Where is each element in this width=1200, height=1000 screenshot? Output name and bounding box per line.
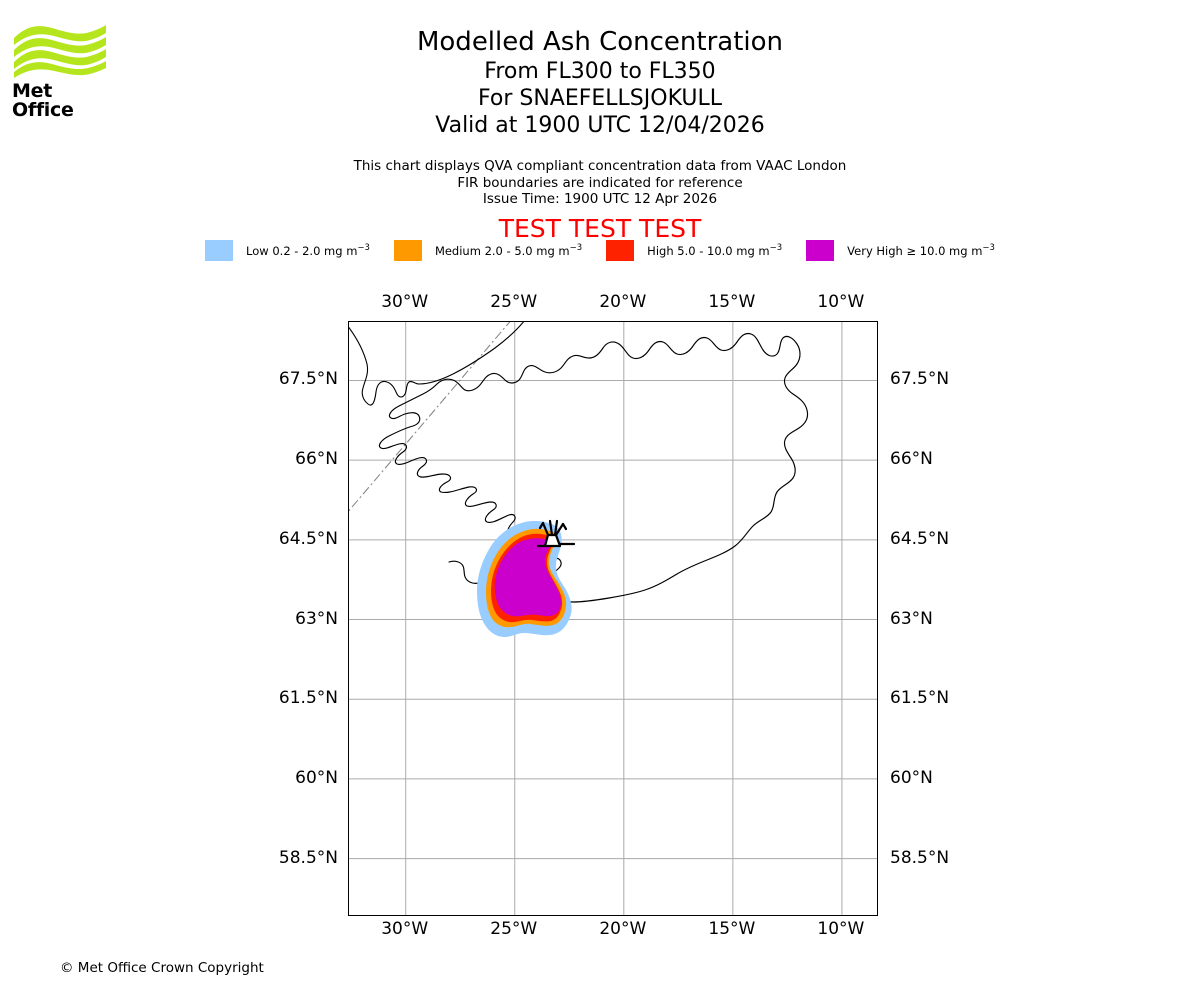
ash-plume-contours	[477, 521, 572, 637]
map-gridlines	[349, 322, 877, 915]
lon-tick-top-4: 10°W	[817, 292, 865, 312]
chart-subtitle-block: This chart displays QVA compliant concen…	[0, 158, 1200, 208]
volcano-marker-icon	[536, 519, 576, 548]
legend-label-high: High 5.0 - 10.0 mg m−3	[647, 243, 783, 258]
greenland-coastline	[349, 322, 525, 406]
iceland-coastline	[378, 332, 809, 607]
subtitle-issue-time: Issue Time: 1900 UTC 12 Apr 2026	[482, 191, 718, 207]
lat-tick-left-0: 67.5°N	[278, 369, 338, 390]
lon-tick-top-0: 30°W	[381, 292, 429, 312]
copyright-notice: © Met Office Crown Copyright	[60, 960, 264, 976]
map-plot-frame	[348, 321, 878, 916]
fir-line-northwest	[349, 322, 511, 512]
lat-tick-left-3: 63°N	[295, 608, 338, 629]
lat-tick-left-2: 64.5°N	[278, 528, 338, 549]
plume-contour-very-high	[494, 538, 561, 617]
lat-tick-left-1: 66°N	[295, 449, 338, 470]
title-volcano: For SNAEFELLSJOKULL	[477, 86, 723, 111]
concentration-legend: Low 0.2 - 2.0 mg m−3 Medium 2.0 - 5.0 mg…	[0, 240, 1200, 261]
legend-swatch-high	[606, 240, 635, 261]
lon-tick-top-1: 25°W	[490, 292, 538, 312]
lat-tick-right-4: 61.5°N	[890, 688, 950, 709]
lat-tick-left-5: 60°N	[295, 767, 338, 788]
legend-swatch-medium	[393, 240, 422, 261]
met-office-logo: Met Office	[12, 22, 112, 120]
fir-boundaries	[349, 322, 511, 512]
lat-tick-right-0: 67.5°N	[890, 369, 950, 390]
lat-tick-right-5: 60°N	[890, 767, 933, 788]
legend-item-medium: Medium 2.0 - 5.0 mg m−3	[393, 240, 583, 261]
chart-title-block: Modelled Ash Concentration From FL300 to…	[0, 26, 1200, 139]
lat-tick-right-6: 58.5°N	[890, 847, 950, 868]
subtitle-qva-note: This chart displays QVA compliant concen…	[353, 158, 847, 174]
map-canvas	[349, 322, 877, 915]
ash-concentration-map	[348, 321, 878, 916]
lat-tick-right-3: 63°N	[890, 608, 933, 629]
logo-waves-icon	[14, 25, 106, 78]
lon-tick-bottom-1: 25°W	[490, 919, 538, 939]
legend-item-low: Low 0.2 - 2.0 mg m−3	[205, 240, 370, 261]
lon-tick-top-2: 20°W	[599, 292, 647, 312]
legend-swatch-very-high	[806, 240, 835, 261]
legend-label-very-high: Very High ≥ 10.0 mg m−3	[847, 243, 995, 258]
legend-swatch-low	[205, 240, 234, 261]
lat-tick-left-6: 58.5°N	[278, 847, 338, 868]
lon-tick-bottom-4: 10°W	[817, 919, 865, 939]
legend-item-very-high: Very High ≥ 10.0 mg m−3	[806, 240, 995, 261]
legend-label-low: Low 0.2 - 2.0 mg m−3	[246, 243, 370, 258]
lon-tick-bottom-3: 15°W	[708, 919, 756, 939]
lat-tick-right-1: 66°N	[890, 449, 933, 470]
lon-tick-bottom-0: 30°W	[381, 919, 429, 939]
logo-wordmark: Met Office	[12, 80, 74, 121]
lon-tick-top-3: 15°W	[708, 292, 756, 312]
test-banner: TEST TEST TEST	[498, 214, 702, 243]
legend-item-high: High 5.0 - 10.0 mg m−3	[606, 240, 782, 261]
lat-tick-right-2: 64.5°N	[890, 528, 950, 549]
title-valid-time: Valid at 1900 UTC 12/04/2026	[435, 113, 765, 138]
subtitle-fir-note: FIR boundaries are indicated for referen…	[457, 174, 743, 191]
title-flight-levels: From FL300 to FL350	[484, 59, 716, 84]
lon-tick-bottom-2: 20°W	[599, 919, 647, 939]
legend-label-medium: Medium 2.0 - 5.0 mg m−3	[434, 243, 583, 258]
lat-tick-left-4: 61.5°N	[278, 688, 338, 709]
page-title: Modelled Ash Concentration	[416, 27, 784, 57]
